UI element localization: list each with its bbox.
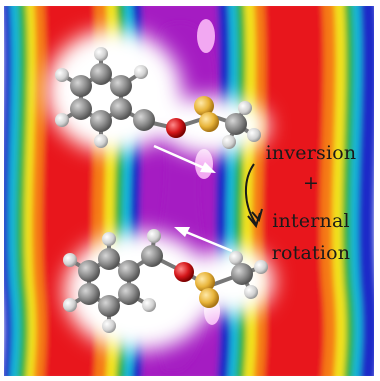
curved-arrow-icon (244, 163, 263, 229)
label-inversion: inversion (265, 142, 357, 164)
label-internal: internal (272, 210, 350, 232)
field-stripe (262, 6, 329, 376)
diagram-figure (4, 6, 374, 376)
molecule-thioanisole-top (55, 47, 261, 149)
arrow-right-down-icon (153, 144, 216, 173)
field-stripe (358, 6, 374, 376)
label-plus: + (302, 172, 320, 194)
molecule-thioanisole-bottom (63, 229, 268, 333)
arrow-left-up-icon (174, 227, 233, 253)
label-rotation: rotation (271, 242, 351, 264)
